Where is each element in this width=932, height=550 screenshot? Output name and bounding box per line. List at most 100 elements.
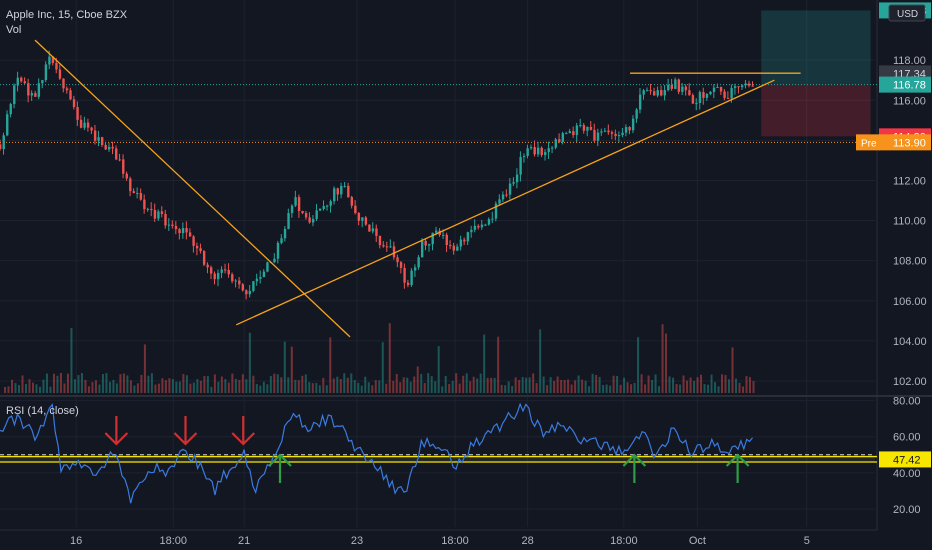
- candle-body: [653, 91, 656, 96]
- candle-body: [20, 77, 23, 82]
- candle-body: [55, 63, 58, 70]
- red-down-arrow: [104, 416, 129, 446]
- volume-bar: [588, 386, 591, 393]
- time-tick-label: 18:00: [610, 535, 638, 547]
- candle-body: [65, 88, 69, 91]
- volume-bar: [672, 377, 675, 393]
- candle-body: [181, 228, 185, 234]
- candle-body: [294, 197, 297, 206]
- candle-body: [537, 147, 540, 155]
- candle-body: [747, 83, 751, 86]
- candle-body: [663, 90, 666, 96]
- candle-body: [579, 125, 582, 127]
- candle-body: [30, 93, 34, 96]
- volume-bar: [59, 373, 62, 393]
- volume-bar: [553, 380, 556, 393]
- volume-bar: [241, 374, 244, 393]
- volume-bar: [234, 378, 237, 393]
- candle-body: [600, 131, 603, 133]
- candle-body: [417, 257, 420, 268]
- candle-body: [209, 267, 213, 274]
- volume-bar: [350, 373, 353, 393]
- candle-body: [283, 228, 287, 239]
- volume-bar: [220, 376, 223, 393]
- candle-body: [427, 244, 431, 246]
- volume-bar: [290, 346, 293, 393]
- candle-body: [72, 99, 76, 108]
- volume-bar: [94, 380, 97, 393]
- candle-body: [512, 182, 515, 184]
- price-candles: [0, 50, 754, 300]
- candle-body: [111, 146, 114, 149]
- candle-body: [638, 94, 642, 110]
- candle-body: [382, 245, 385, 247]
- volume-bar: [500, 384, 503, 393]
- currency-label: USD: [897, 9, 918, 20]
- candle-body: [333, 188, 336, 202]
- candle-body: [273, 258, 276, 263]
- volume-bar: [668, 376, 671, 393]
- volume-bar: [381, 342, 384, 393]
- candle-body: [544, 152, 547, 156]
- candle-body: [90, 127, 93, 131]
- volume-bar: [353, 380, 356, 393]
- candle-body: [449, 245, 452, 247]
- candle-body: [174, 225, 178, 230]
- arrow-head: [231, 432, 256, 446]
- candle-body: [178, 229, 181, 234]
- volume-bar: [427, 373, 430, 393]
- candle-body: [41, 80, 44, 84]
- candle-body: [23, 81, 27, 84]
- volume-bar: [192, 382, 195, 393]
- volume-bar: [266, 384, 269, 393]
- candle-body: [737, 86, 740, 88]
- volume-bar: [717, 386, 720, 393]
- candle-body: [565, 133, 568, 135]
- candle-body: [501, 194, 505, 200]
- volume-bar: [304, 374, 307, 393]
- volume-bar: [252, 375, 255, 393]
- volume-bar: [752, 381, 755, 393]
- volume-bar: [514, 377, 517, 393]
- volume-bar: [392, 380, 395, 393]
- volume-bar: [119, 374, 122, 393]
- candle-body: [487, 219, 491, 225]
- volume-bar: [581, 379, 584, 393]
- candle-body: [118, 159, 121, 161]
- candle-body: [484, 224, 487, 226]
- volume-bar: [605, 384, 608, 393]
- volume-bar: [483, 334, 486, 393]
- candle-body: [593, 129, 596, 141]
- volume-bar: [175, 381, 178, 393]
- time-tick-label: 28: [522, 535, 534, 547]
- candle-body: [751, 85, 754, 87]
- volume-bar: [91, 382, 94, 393]
- volume-bar: [199, 380, 202, 393]
- currency-selector[interactable]: USD: [888, 4, 926, 22]
- volume-bar: [308, 382, 311, 393]
- volume-bar: [623, 377, 626, 393]
- candle-body: [431, 232, 434, 245]
- candle-body: [34, 93, 37, 97]
- candle-body: [58, 69, 62, 79]
- candle-body: [733, 86, 737, 88]
- volume-bar: [616, 375, 619, 393]
- candle-body: [702, 92, 705, 98]
- candle-body: [572, 131, 575, 136]
- volume-bar: [17, 385, 20, 393]
- candle-body: [79, 119, 83, 128]
- volume-bar: [738, 382, 741, 393]
- volume-bar: [38, 386, 41, 393]
- volume-bar: [150, 373, 153, 393]
- candle-body: [435, 230, 438, 233]
- candle-body: [368, 224, 371, 232]
- volume-bar: [105, 373, 108, 393]
- volume-bar: [591, 373, 594, 393]
- volume-bar: [224, 379, 227, 393]
- volume-bar: [567, 379, 570, 393]
- candle-body: [336, 188, 339, 195]
- volume-bar: [626, 382, 629, 393]
- volume-bar: [339, 379, 342, 393]
- candle-body: [51, 56, 55, 64]
